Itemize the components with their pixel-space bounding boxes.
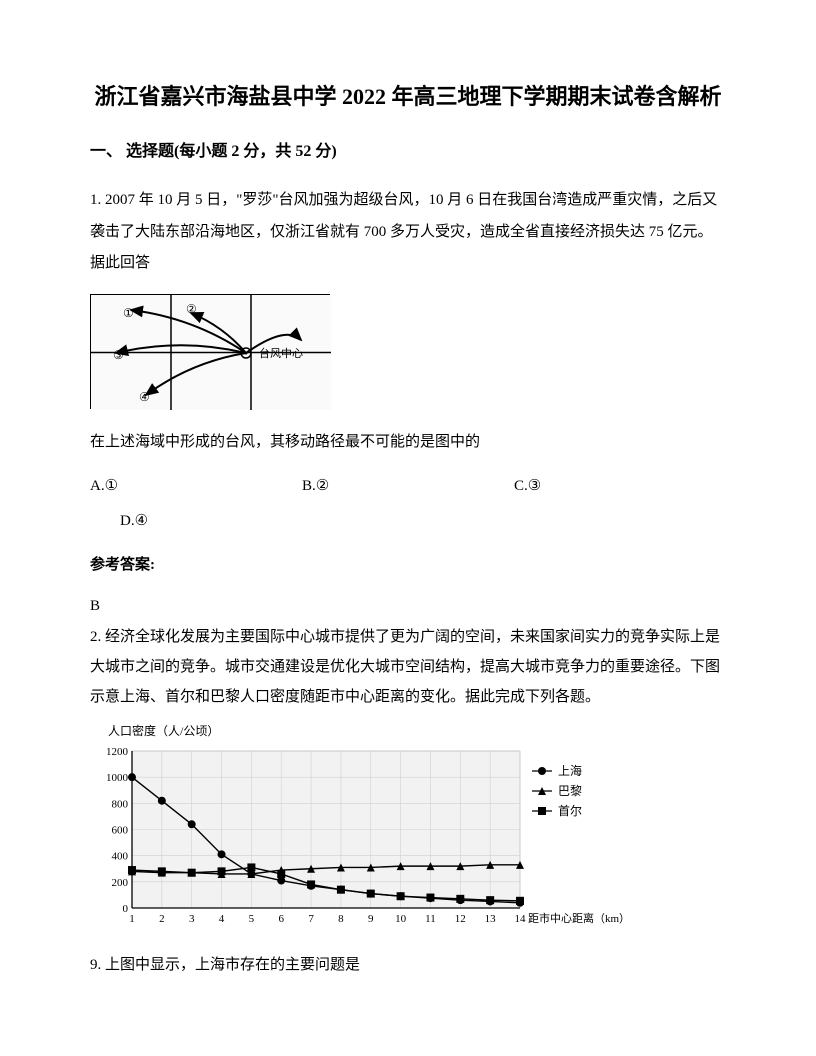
svg-text:首尔: 首尔: [558, 803, 582, 818]
chart-ylabel: 人口密度（人/公顷）: [90, 720, 726, 743]
q1-diagram: ① ② ③ ④ 台风中心: [90, 294, 330, 409]
svg-text:台风中心: 台风中心: [259, 346, 303, 360]
q1-options-row: A.① B.② C.③: [90, 472, 726, 501]
svg-text:③: ③: [113, 348, 124, 362]
svg-text:②: ②: [186, 302, 197, 316]
svg-text:上海: 上海: [558, 763, 582, 778]
svg-text:7: 7: [308, 913, 314, 925]
svg-text:巴黎: 巴黎: [558, 784, 582, 798]
svg-text:14: 14: [515, 913, 527, 925]
svg-text:6: 6: [278, 913, 284, 925]
svg-text:3: 3: [189, 913, 195, 925]
page-title: 浙江省嘉兴市海盐县中学 2022 年高三地理下学期期末试卷含解析: [90, 80, 726, 113]
q2-chart: 人口密度（人/公顷） 02004006008001000120012345678…: [90, 720, 726, 940]
svg-text:1000: 1000: [106, 772, 129, 784]
svg-text:800: 800: [112, 799, 129, 811]
q1-option-c: C.③: [514, 472, 726, 501]
q2-text: 2. 经济全球化发展为主要国际中心城市提供了更为广阔的空间，未来国家间实力的竞争…: [90, 622, 726, 712]
svg-text:13: 13: [485, 913, 497, 925]
q1-option-d: D.④: [90, 507, 726, 536]
svg-text:9: 9: [368, 913, 374, 925]
svg-text:5: 5: [249, 913, 255, 925]
svg-text:10: 10: [395, 913, 407, 925]
answer-label: 参考答案:: [90, 551, 726, 580]
section-header: 一、 选择题(每小题 2 分，共 52 分): [90, 137, 726, 167]
q1-subquestion: 在上述海域中形成的台风，其移动路径最不可能的是图中的: [90, 427, 726, 459]
q1-answer: B: [90, 592, 726, 621]
svg-text:距市中心距离（km）: 距市中心距离（km）: [528, 911, 630, 925]
q2-subquestion: 9. 上图中显示，上海市存在的主要问题是: [90, 951, 726, 980]
q1-option-a: A.①: [90, 472, 302, 501]
q1-option-b: B.②: [302, 472, 514, 501]
svg-text:1200: 1200: [106, 746, 129, 758]
svg-text:600: 600: [112, 825, 129, 837]
svg-text:4: 4: [219, 913, 225, 925]
svg-text:200: 200: [112, 877, 129, 889]
svg-text:400: 400: [112, 851, 129, 863]
svg-text:8: 8: [338, 913, 344, 925]
svg-text:④: ④: [139, 390, 150, 404]
svg-text:12: 12: [455, 913, 466, 925]
svg-text:0: 0: [123, 903, 129, 915]
svg-text:2: 2: [159, 913, 165, 925]
q1-text: 1. 2007 年 10 月 5 日，"罗莎"台风加强为超级台风，10 月 6 …: [90, 185, 726, 280]
svg-text:1: 1: [129, 913, 135, 925]
svg-text:11: 11: [425, 913, 436, 925]
svg-text:①: ①: [123, 306, 134, 320]
